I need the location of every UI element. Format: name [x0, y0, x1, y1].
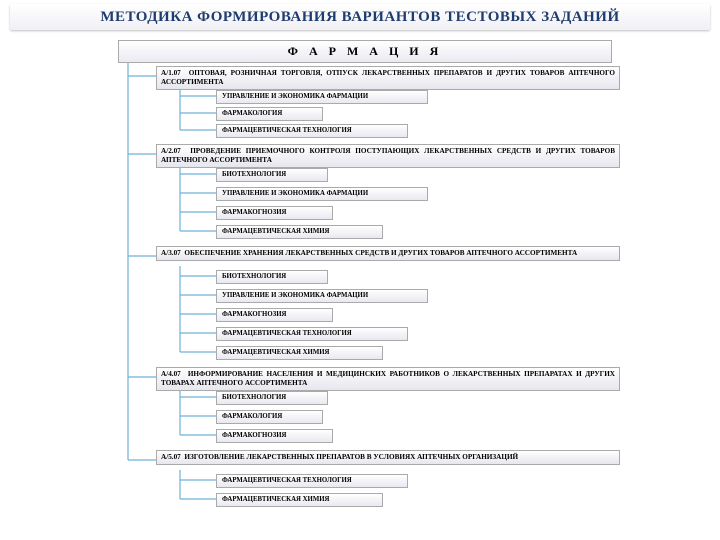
leaf-node: БИОТЕХНОЛОГИЯ — [216, 270, 328, 284]
leaf-node: ФАРМАЦЕВТИЧЕСКАЯ ТЕХНОЛОГИЯ — [216, 124, 408, 138]
leaf-node: ФАРМАКОГНОЗИЯ — [216, 308, 333, 322]
section-node: А/5.07 ИЗГОТОВЛЕНИЕ ЛЕКАРСТВЕННЫХ ПРЕПАР… — [156, 450, 620, 465]
leaf-node: ФАРМАЦЕВТИЧЕСКАЯ ХИМИЯ — [216, 346, 383, 360]
leaf-node: УПРАВЛЕНИЕ И ЭКОНОМИКА ФАРМАЦИИ — [216, 90, 428, 104]
section-label: ИЗГОТОВЛЕНИЕ ЛЕКАРСТВЕННЫХ ПРЕПАРАТОВ В … — [184, 453, 518, 461]
leaf-node: БИОТЕХНОЛОГИЯ — [216, 168, 328, 182]
root-node: Ф А Р М А Ц И Я — [118, 40, 612, 63]
section-node: А/2.07 ПРОВЕДЕНИЕ ПРИЕМОЧНОГО КОНТРОЛЯ П… — [156, 144, 620, 168]
leaf-node: ФАРМАКОГНОЗИЯ — [216, 429, 333, 443]
leaf-node: УПРАВЛЕНИЕ И ЭКОНОМИКА ФАРМАЦИИ — [216, 187, 428, 201]
section-label: ПРОВЕДЕНИЕ ПРИЕМОЧНОГО КОНТРОЛЯ ПОСТУПАЮ… — [161, 147, 615, 164]
section-label: ОПТОВАЯ, РОЗНИЧНАЯ ТОРГОВЛЯ, ОТПУСК ЛЕКА… — [161, 69, 615, 86]
leaf-node: ФАРМАКОГНОЗИЯ — [216, 206, 333, 220]
leaf-node: БИОТЕХНОЛОГИЯ — [216, 391, 328, 405]
leaf-node: ФАРМАЦЕВТИЧЕСКАЯ ТЕХНОЛОГИЯ — [216, 327, 408, 341]
section-code: А/4.07 — [161, 370, 181, 378]
section-code: А/2.07 — [161, 147, 181, 155]
section-node: А/4.07 ИНФОРМИРОВАНИЕ НАСЕЛЕНИЯ И МЕДИЦИ… — [156, 367, 620, 391]
section-node: А/3.07 ОБЕСПЕЧЕНИЕ ХРАНЕНИЯ ЛЕКАРСТВЕННЫ… — [156, 246, 620, 261]
section-label: ИНФОРМИРОВАНИЕ НАСЕЛЕНИЯ И МЕДИЦИНСКИХ Р… — [161, 370, 615, 387]
section-label: ОБЕСПЕЧЕНИЕ ХРАНЕНИЯ ЛЕКАРСТВЕННЫХ СРЕДС… — [184, 249, 577, 257]
leaf-node: УПРАВЛЕНИЕ И ЭКОНОМИКА ФАРМАЦИИ — [216, 289, 428, 303]
leaf-node: ФАРМАЦЕВТИЧЕСКАЯ ТЕХНОЛОГИЯ — [216, 474, 408, 488]
leaf-node: ФАРМАЦЕВТИЧЕСКАЯ ХИМИЯ — [216, 493, 383, 507]
section-code: А/1.07 — [161, 69, 181, 77]
section-code: А/3.07 — [161, 249, 181, 257]
leaf-node: ФАРМАКОЛОГИЯ — [216, 410, 323, 424]
page-title: МЕТОДИКА ФОРМИРОВАНИЯ ВАРИАНТОВ ТЕСТОВЫХ… — [10, 4, 710, 30]
section-code: А/5.07 — [161, 453, 181, 461]
leaf-node: ФАРМАКОЛОГИЯ — [216, 107, 323, 121]
section-node: А/1.07 ОПТОВАЯ, РОЗНИЧНАЯ ТОРГОВЛЯ, ОТПУ… — [156, 66, 620, 90]
leaf-node: ФАРМАЦЕВТИЧЕСКАЯ ХИМИЯ — [216, 225, 383, 239]
